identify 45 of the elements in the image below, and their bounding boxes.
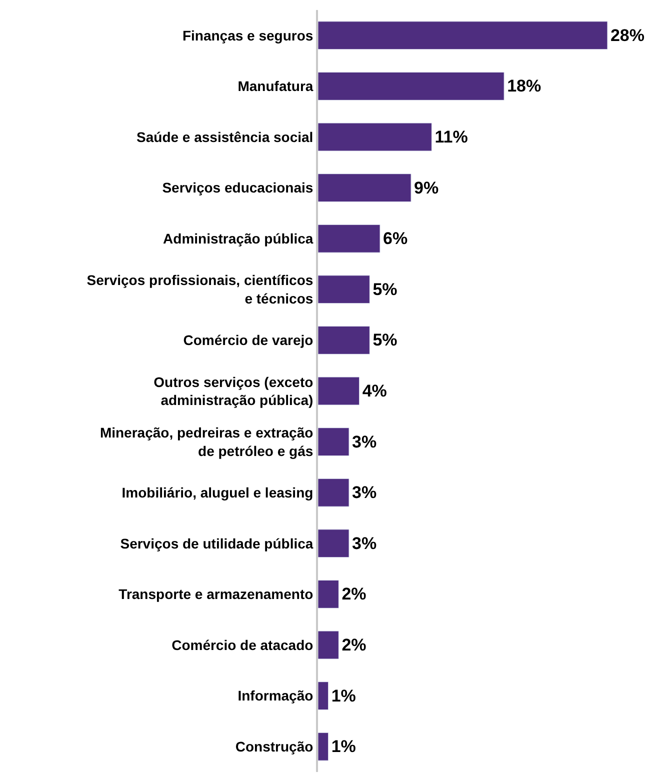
data-label: 9% [414, 178, 439, 198]
y-tick-label: Finanças e seguros [182, 27, 314, 44]
data-label: 3% [352, 432, 377, 452]
y-tick-label: Transporte e armazenamento [118, 586, 314, 602]
data-label: 11% [434, 128, 468, 146]
data-label: 3% [352, 534, 377, 553]
y-tick-label: Saúde e assistência social [136, 128, 314, 145]
data-label: 18% [507, 76, 542, 96]
data-label: 2% [342, 584, 366, 604]
data-label: 6% [383, 229, 408, 248]
y-tick-label: Administração pública [163, 230, 314, 246]
y-tick-label: Serviços de utilidade pública [120, 535, 314, 552]
bar [318, 732, 329, 761]
y-tick-label: Construção [235, 738, 314, 754]
bar [318, 529, 350, 558]
bar [318, 21, 608, 50]
bar [318, 478, 350, 507]
data-label: 1% [331, 737, 356, 756]
y-tick-label: Mineração, pedreiras e extração de petróleo e gás [100, 424, 314, 459]
y-tick-label: Imobiliário, aluguel e leasing [122, 484, 314, 500]
y-tick-label: Informação [238, 688, 314, 704]
bar [318, 428, 350, 456]
data-label: 4% [362, 382, 387, 400]
bar [318, 72, 504, 100]
bar [318, 326, 370, 354]
bar [318, 580, 339, 608]
y-tick-label: Serviços educacionais [162, 180, 314, 196]
bar [318, 122, 432, 152]
bar [318, 630, 339, 660]
y-tick-label: Serviços profissionais, científicos e técnicos [86, 272, 314, 306]
bar [318, 275, 370, 304]
data-label: 28% [610, 26, 644, 45]
data-label: 3% [352, 483, 377, 502]
y-tick-label: Comércio de atacado [172, 636, 314, 653]
data-label: 5% [372, 330, 398, 350]
y-tick-label: Manufatura [238, 78, 314, 94]
bar [318, 174, 412, 202]
y-tick-label: Comércio de varejo [183, 332, 314, 348]
data-label: 2% [342, 636, 366, 654]
data-label: 1% [331, 686, 356, 706]
bar [318, 682, 329, 710]
bar [318, 224, 380, 253]
data-label: 5% [372, 280, 398, 299]
y-tick-label: Outros serviços (exceto administração pública) [154, 374, 314, 408]
bar [318, 376, 360, 406]
